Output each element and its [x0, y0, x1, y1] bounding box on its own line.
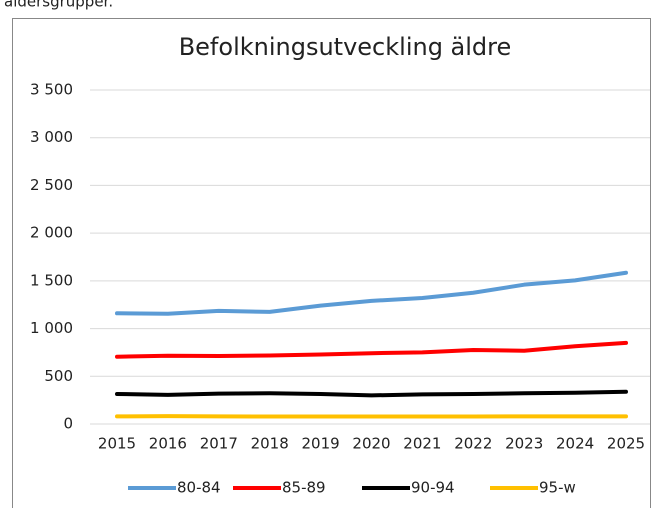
y-tick-label: 1 500	[30, 271, 73, 289]
x-tick-label: 2025	[607, 435, 645, 453]
x-tick-label: 2021	[403, 435, 441, 453]
x-tick-label: 2019	[302, 435, 340, 453]
series-line	[115, 389, 628, 398]
legend-label: 80-84	[177, 479, 221, 497]
y-tick-label: 3 500	[30, 81, 73, 99]
chart-border	[12, 18, 651, 508]
y-tick-label: 500	[44, 367, 73, 385]
x-tick-label: 2018	[251, 435, 289, 453]
page-text: åldersgrupper.	[4, 0, 113, 11]
x-tick-label: 2016	[149, 435, 187, 453]
x-tick-label: 2017	[200, 435, 238, 453]
legend-label: 85-89	[282, 479, 326, 497]
series-line	[115, 340, 628, 359]
y-tick-label: 2 500	[30, 176, 73, 194]
y-tick-label: 0	[63, 415, 73, 433]
series-line	[115, 270, 628, 316]
chart-title: Befolkningsutveckling äldre	[179, 33, 512, 61]
x-tick-label: 2015	[98, 435, 136, 453]
x-tick-label: 2024	[556, 435, 594, 453]
x-tick-label: 2023	[505, 435, 543, 453]
y-tick-label: 2 000	[30, 224, 73, 242]
x-tick-label: 2022	[454, 435, 492, 453]
y-tick-label: 3 000	[30, 128, 73, 146]
legend-label: 90-94	[411, 479, 455, 497]
x-tick-label: 2020	[352, 435, 390, 453]
legend-label: 95-w	[539, 479, 576, 497]
y-tick-label: 1 000	[30, 319, 73, 337]
